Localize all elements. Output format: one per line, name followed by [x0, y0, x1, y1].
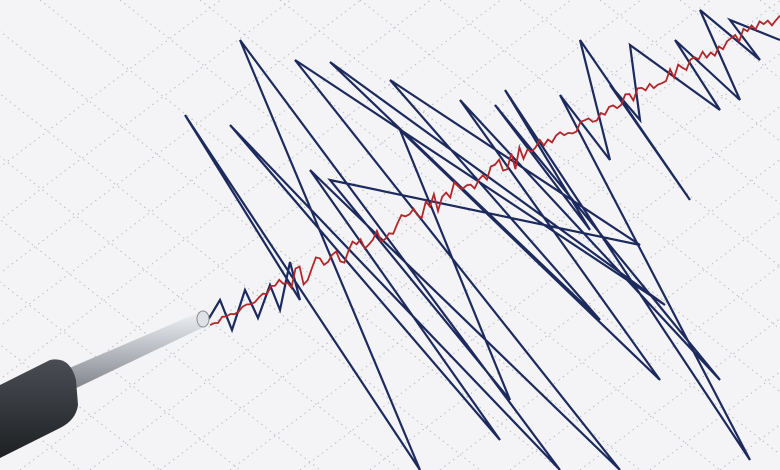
- recording-trace: [209, 15, 780, 326]
- grid-line: [19, 0, 642, 470]
- grid-line: [0, 0, 432, 327]
- grid-line: [0, 0, 572, 433]
- grid-line: [439, 0, 780, 267]
- grid-line: [199, 0, 780, 455]
- grid-line: [519, 0, 780, 205]
- stylus-body: [0, 359, 78, 458]
- seismic-waveform: [184, 9, 780, 470]
- grid-line: [0, 0, 502, 380]
- stylus-tip: [196, 310, 210, 328]
- grid-line: [0, 30, 561, 470]
- grid-line: [89, 0, 712, 470]
- grid-line: [0, 0, 222, 168]
- grid-line: [279, 0, 780, 393]
- grid-line: [0, 0, 292, 221]
- stylus-rod: [60, 312, 206, 392]
- stylus: [0, 310, 210, 458]
- grid-line: [119, 0, 721, 470]
- grid-line: [39, 0, 641, 470]
- grid-line: [0, 0, 362, 274]
- grid-line: [359, 0, 780, 330]
